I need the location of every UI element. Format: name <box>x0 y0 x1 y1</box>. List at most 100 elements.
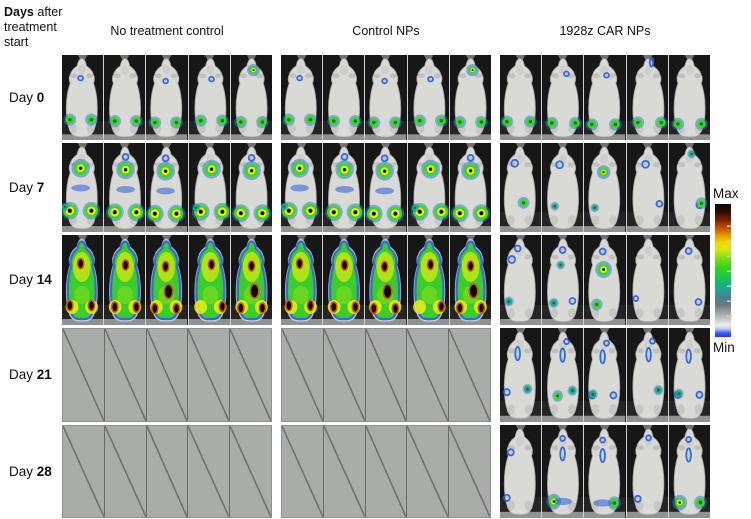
mouse-image <box>668 328 710 422</box>
row-label-number: 21 <box>36 367 52 382</box>
row-label-prefix: Day <box>9 89 37 105</box>
no-data-tile <box>146 329 189 421</box>
mouse-image <box>500 143 543 232</box>
mouse-image <box>542 143 585 232</box>
no-data-tile <box>365 329 408 421</box>
mouse-image <box>500 55 543 140</box>
corner-label-rest: after <box>33 5 63 19</box>
row-label-day-7: Day 7 <box>9 180 63 195</box>
panel-control-nps-day-7 <box>281 143 491 232</box>
no-data-tile <box>63 329 105 421</box>
panel-1928z-car-nps-day-14 <box>500 235 710 325</box>
corner-label-line3: start <box>4 35 29 49</box>
mouse-image <box>407 235 450 325</box>
mouse-image <box>449 143 491 232</box>
panel-1928z-car-nps-day-21 <box>500 328 710 422</box>
panel-no-treatment-day-0 <box>62 55 272 140</box>
mouse-image <box>188 143 231 232</box>
panel-1928z-car-nps-day-28 <box>500 425 710 518</box>
no-data-tile <box>282 329 324 421</box>
mouse-image <box>584 235 627 325</box>
row-label-prefix: Day <box>9 179 37 195</box>
row-label-number: 14 <box>36 272 52 287</box>
mouse-image <box>668 235 710 325</box>
mouse-image <box>281 55 324 140</box>
no-data-tile <box>104 329 147 421</box>
mouse-image <box>584 55 627 140</box>
mouse-image <box>230 235 272 325</box>
image-grid <box>62 55 710 518</box>
row-label-prefix: Day <box>9 367 37 382</box>
no-data-tile <box>407 426 450 517</box>
mouse-image <box>626 425 669 518</box>
column-header-1928z-car-nps: 1928z CAR NPs <box>559 24 651 38</box>
mouse-image <box>542 55 585 140</box>
colorbar-min-label: Min <box>713 340 735 355</box>
mouse-image <box>449 235 491 325</box>
mouse-image <box>104 143 147 232</box>
mouse-image <box>668 425 710 518</box>
mouse-image <box>584 143 627 232</box>
panel-no-treatment-day-21 <box>62 328 272 422</box>
corner-label: Days after treatment start <box>4 5 94 50</box>
corner-label-line1: Days after <box>4 5 94 20</box>
panel-1928z-car-nps-day-7 <box>500 143 710 232</box>
mouse-image <box>668 143 710 232</box>
panel-control-nps-day-28 <box>281 425 491 518</box>
mouse-image <box>668 55 710 140</box>
mouse-image <box>449 55 491 140</box>
corner-label-line2: treatment <box>4 20 57 34</box>
mouse-image <box>365 55 408 140</box>
mouse-image <box>146 235 189 325</box>
mouse-image <box>626 55 669 140</box>
no-data-tile <box>449 329 490 421</box>
no-data-tile <box>365 426 408 517</box>
mouse-image <box>584 328 627 422</box>
mouse-image <box>626 328 669 422</box>
mouse-image <box>365 143 408 232</box>
column-header-control-nps: Control NPs <box>352 24 420 38</box>
mouse-image <box>62 143 105 232</box>
no-data-tile <box>323 329 366 421</box>
mouse-image <box>62 55 105 140</box>
mouse-image <box>323 55 366 140</box>
column-headers: No treatment control Control NPs 1928z C… <box>62 24 710 38</box>
mouse-image <box>407 55 450 140</box>
mouse-image <box>626 143 669 232</box>
panel-control-nps-day-14 <box>281 235 491 325</box>
row-label-number: 7 <box>36 179 45 195</box>
no-data-tile <box>407 329 450 421</box>
colorbar-gradient <box>715 204 732 337</box>
mouse-image <box>104 235 147 325</box>
no-data-tile <box>188 426 231 517</box>
no-data-tile <box>188 329 231 421</box>
mouse-image <box>500 425 543 518</box>
row-label-day-21: Day 21 <box>9 367 63 382</box>
no-data-tile <box>230 329 271 421</box>
no-data-tile <box>230 426 271 517</box>
corner-label-bold: Days <box>4 5 34 19</box>
mouse-image <box>542 235 585 325</box>
mouse-image <box>146 143 189 232</box>
row-label-prefix: Day <box>9 463 37 479</box>
mouse-image <box>62 235 105 325</box>
row-label-number: 0 <box>36 89 45 105</box>
no-data-tile <box>323 426 366 517</box>
mouse-image <box>146 55 189 140</box>
mouse-image <box>542 328 585 422</box>
panel-control-nps-day-0 <box>281 55 491 140</box>
mouse-image <box>230 55 272 140</box>
no-data-tile <box>63 426 105 517</box>
row-label-day-28: Day 28 <box>9 464 63 479</box>
no-data-tile <box>146 426 189 517</box>
column-header-no-treatment-control: No treatment control <box>110 24 224 38</box>
mouse-image <box>281 143 324 232</box>
no-data-tile <box>449 426 490 517</box>
no-data-tile <box>282 426 324 517</box>
row-label-number: 28 <box>36 463 52 479</box>
mouse-image <box>500 328 543 422</box>
row-label-day-14: Day 14 <box>9 272 63 287</box>
mouse-image <box>542 425 585 518</box>
mouse-image <box>188 235 231 325</box>
